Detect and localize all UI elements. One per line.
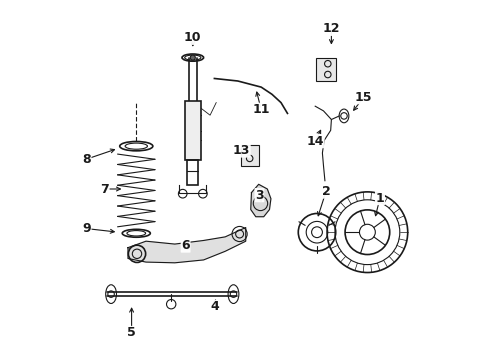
Text: 10: 10 [184, 31, 201, 44]
Text: 5: 5 [127, 327, 136, 339]
Text: 13: 13 [233, 144, 250, 157]
Text: 7: 7 [100, 183, 109, 195]
Text: 12: 12 [322, 22, 340, 35]
Text: 4: 4 [210, 300, 219, 313]
Text: 2: 2 [321, 185, 330, 198]
Text: 11: 11 [252, 103, 270, 116]
Bar [187, 160, 198, 185]
Text: 15: 15 [355, 91, 372, 104]
Text: 14: 14 [306, 135, 324, 148]
Circle shape [190, 55, 196, 60]
Polygon shape [251, 184, 271, 217]
Polygon shape [128, 228, 245, 263]
Bar [185, 101, 201, 160]
Text: 3: 3 [255, 189, 264, 202]
Bar [316, 58, 336, 81]
Text: 8: 8 [82, 153, 91, 166]
Text: 9: 9 [82, 222, 91, 235]
Text: 6: 6 [181, 239, 190, 252]
Bar [241, 145, 259, 166]
Text: 1: 1 [376, 192, 384, 204]
